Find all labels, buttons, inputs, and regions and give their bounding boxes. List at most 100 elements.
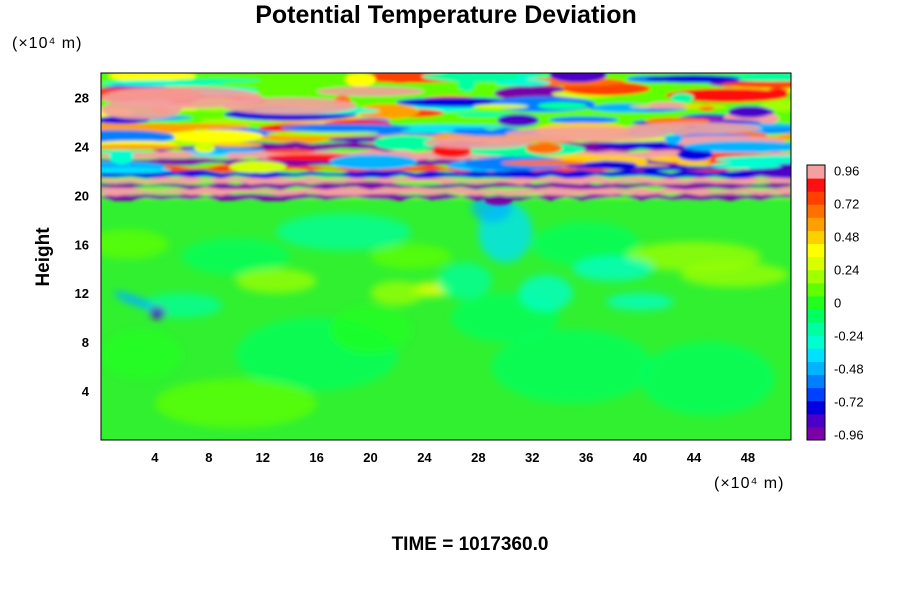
cold-patch xyxy=(484,195,513,206)
colorbar-swatch xyxy=(807,282,825,297)
upper-streak xyxy=(373,135,440,151)
field-blob xyxy=(491,329,654,404)
y-tick-label: 16 xyxy=(75,237,89,252)
y-tick-label: 12 xyxy=(75,286,89,301)
x-tick-label: 24 xyxy=(417,450,432,465)
plot-frame xyxy=(100,72,792,441)
upper-layer-band xyxy=(101,176,791,185)
field-blob xyxy=(149,306,166,319)
field-blob xyxy=(276,213,411,251)
upper-streak xyxy=(647,101,686,108)
colorbar-swatch xyxy=(807,165,825,179)
upper-streak xyxy=(715,155,791,164)
upper-streak xyxy=(355,104,420,119)
warm-patch xyxy=(316,86,425,97)
upper-streak xyxy=(497,113,539,127)
upper-layer-band xyxy=(101,192,791,201)
upper-streak xyxy=(152,123,252,130)
field-blob xyxy=(113,292,156,309)
chart-title: Potential Temperature Deviation xyxy=(255,1,637,29)
upper-streak xyxy=(670,92,694,103)
upper-streak xyxy=(207,142,263,147)
upper-streak xyxy=(593,103,651,113)
colorbar-swatch xyxy=(807,256,825,271)
field-blob xyxy=(235,268,317,294)
warm-patch xyxy=(505,126,668,142)
upper-streak xyxy=(677,148,713,161)
colorbar-swatch xyxy=(807,309,825,323)
colorbar-tick-label: 0 xyxy=(834,296,841,311)
upper-streak xyxy=(666,88,789,103)
upper-layer-band xyxy=(101,186,791,197)
field-blob xyxy=(101,329,182,379)
colorbar-swatch xyxy=(807,178,825,192)
x-tick-label: 8 xyxy=(205,450,212,465)
field-blob xyxy=(330,305,411,355)
upper-streak xyxy=(400,128,457,133)
y-tick-label: 24 xyxy=(75,139,90,154)
upper-streak xyxy=(766,88,788,95)
y-unit-label: (×10⁴ m) xyxy=(12,35,82,52)
colorbar xyxy=(806,164,826,441)
upper-streak xyxy=(101,167,172,174)
colorbar-swatch xyxy=(807,243,825,258)
upper-streak xyxy=(109,148,134,165)
field-blob xyxy=(680,262,789,288)
colorbar-swatch xyxy=(807,400,825,415)
upper-streak xyxy=(266,131,379,136)
upper-streak xyxy=(264,149,316,154)
x-tick-label: 20 xyxy=(363,450,377,465)
colorbar-swatch xyxy=(807,269,825,284)
field-blob xyxy=(181,238,290,275)
colorbar-swatch xyxy=(807,426,825,441)
colorbar-swatch xyxy=(807,230,825,245)
field-blob xyxy=(532,222,641,267)
upper-streak xyxy=(458,76,476,92)
upper-streak xyxy=(495,79,551,87)
x-tick-label: 28 xyxy=(471,450,485,465)
upper-streak xyxy=(190,152,230,157)
lower-field-structures xyxy=(101,192,789,428)
colorbar-swatch xyxy=(807,322,825,336)
upper-streak xyxy=(721,80,791,89)
colorbar-ticks: 0.96 0.72 0.48 0.24 0 -0.24 -0.48 -0.72 -0.96 xyxy=(834,164,864,443)
y-axis-ticks: 4 8 12 16 20 24 28 xyxy=(75,90,90,399)
colorbar-swatch xyxy=(807,204,825,218)
warm-patch xyxy=(424,136,533,149)
x-tick-label: 16 xyxy=(309,450,323,465)
colorbar-swatch xyxy=(807,217,825,231)
field-blob xyxy=(640,342,775,416)
upper-streak xyxy=(605,166,731,171)
field-blob xyxy=(101,229,169,259)
upper-streak xyxy=(167,129,264,143)
upper-streak xyxy=(101,144,183,150)
upper-streak xyxy=(645,74,741,83)
upper-streak xyxy=(344,73,376,87)
colorbar-tick-label: -0.96 xyxy=(834,428,864,443)
colorbar-tick-label: 0.96 xyxy=(834,164,859,179)
warm-patch xyxy=(222,97,358,115)
colorbar-swatch xyxy=(807,413,825,428)
colorbar-swatch xyxy=(807,335,825,349)
x-tick-label: 12 xyxy=(255,450,269,465)
upper-streak xyxy=(501,160,587,166)
y-axis-label: Height xyxy=(33,227,54,287)
y-tick-label: 28 xyxy=(75,90,89,105)
time-label: TIME = 1017360.0 xyxy=(392,534,549,555)
colorbar-swatch xyxy=(807,191,825,205)
warm-patch xyxy=(101,99,182,120)
upper-streak xyxy=(394,124,507,129)
colorbar-swatch xyxy=(807,348,825,362)
upper-streak xyxy=(525,142,563,154)
upper-streak xyxy=(549,73,608,83)
colorbar-swatch xyxy=(807,295,825,310)
upper-streak xyxy=(759,99,791,112)
colorbar-tick-label: 0.48 xyxy=(834,230,859,245)
colorbar-swatch xyxy=(807,387,825,402)
x-unit-label: (×10⁴ m) xyxy=(714,475,784,492)
warm-patch xyxy=(626,121,762,135)
upper-streak xyxy=(710,162,782,170)
colorbar-tick-label: 0.24 xyxy=(834,263,859,278)
field-blob xyxy=(370,280,425,306)
